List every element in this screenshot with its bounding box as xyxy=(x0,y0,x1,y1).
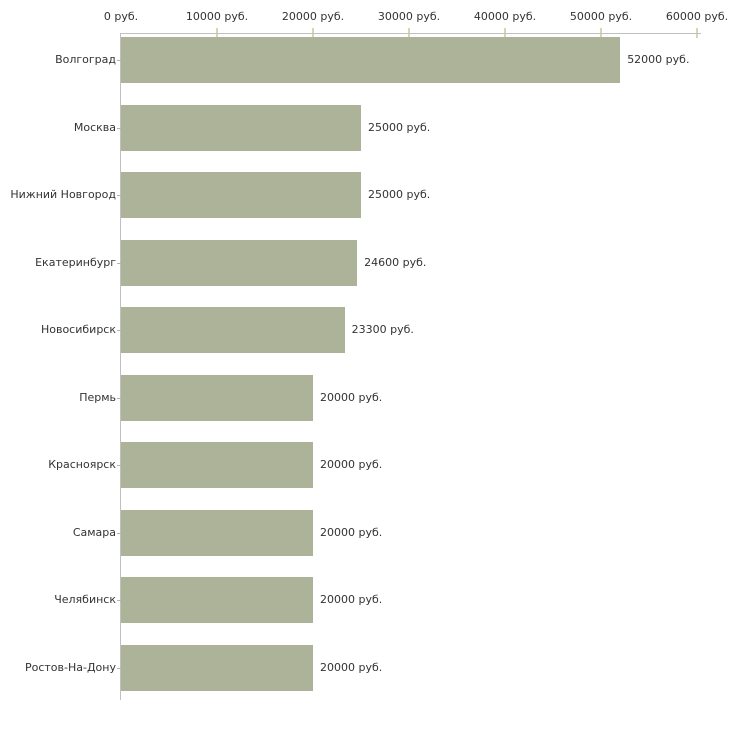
category-label: Екатеринбург xyxy=(35,255,116,269)
x-axis-tick-label: 50000 руб. xyxy=(569,10,633,23)
bar xyxy=(121,37,621,83)
category-tick-mark xyxy=(117,330,121,331)
category-label: Красноярск xyxy=(48,458,116,471)
bar xyxy=(121,509,313,556)
category-label: Волгоград xyxy=(55,53,116,66)
category-tick-mark xyxy=(117,128,121,129)
value-label: 20000 руб. xyxy=(320,390,383,404)
x-axis-line xyxy=(120,33,701,34)
category-label: Пермь xyxy=(79,390,116,404)
x-axis-tick-label: 0 руб. xyxy=(103,10,139,23)
category-label: Челябинск xyxy=(54,593,116,606)
category-tick-mark xyxy=(117,60,121,61)
category-tick-mark xyxy=(117,263,121,264)
x-axis-tick-label: 10000 руб. xyxy=(185,10,249,23)
value-label: 25000 руб. xyxy=(368,120,431,134)
category-tick-mark xyxy=(117,195,121,196)
category-label: Ростов-На-Дону xyxy=(24,660,116,674)
value-label: 25000 руб. xyxy=(368,188,431,201)
bar xyxy=(121,374,313,421)
x-axis-tick-label: 20000 руб. xyxy=(281,10,345,23)
bar xyxy=(121,644,313,691)
bar xyxy=(121,172,361,218)
category-tick-mark xyxy=(117,668,121,669)
category-tick-mark xyxy=(117,533,121,534)
category-label: Самара xyxy=(72,525,116,539)
category-tick-mark xyxy=(117,398,121,399)
bar xyxy=(121,239,358,286)
bar xyxy=(121,307,345,353)
value-label: 24600 руб. xyxy=(364,255,427,269)
category-label: Москва xyxy=(73,120,116,134)
bar xyxy=(121,442,313,488)
value-label: 20000 руб. xyxy=(320,593,383,606)
value-label: 52000 руб. xyxy=(627,53,690,66)
category-tick-mark xyxy=(117,465,121,466)
y-axis-line xyxy=(120,33,121,700)
value-label: 20000 руб. xyxy=(320,660,383,674)
value-label: 20000 руб. xyxy=(320,525,383,539)
value-label: 20000 руб. xyxy=(320,458,383,471)
value-label: 23300 руб. xyxy=(351,323,414,336)
category-tick-mark xyxy=(117,600,121,601)
category-label: Новосибирск xyxy=(40,323,116,336)
category-label: Нижний Новгород xyxy=(10,188,116,201)
x-axis-tick-label: 40000 руб. xyxy=(473,10,537,23)
x-axis-tick-label: 60000 руб. xyxy=(665,10,729,23)
x-axis-tick-label: 30000 руб. xyxy=(377,10,441,23)
bar xyxy=(121,577,313,623)
bar xyxy=(121,104,361,151)
